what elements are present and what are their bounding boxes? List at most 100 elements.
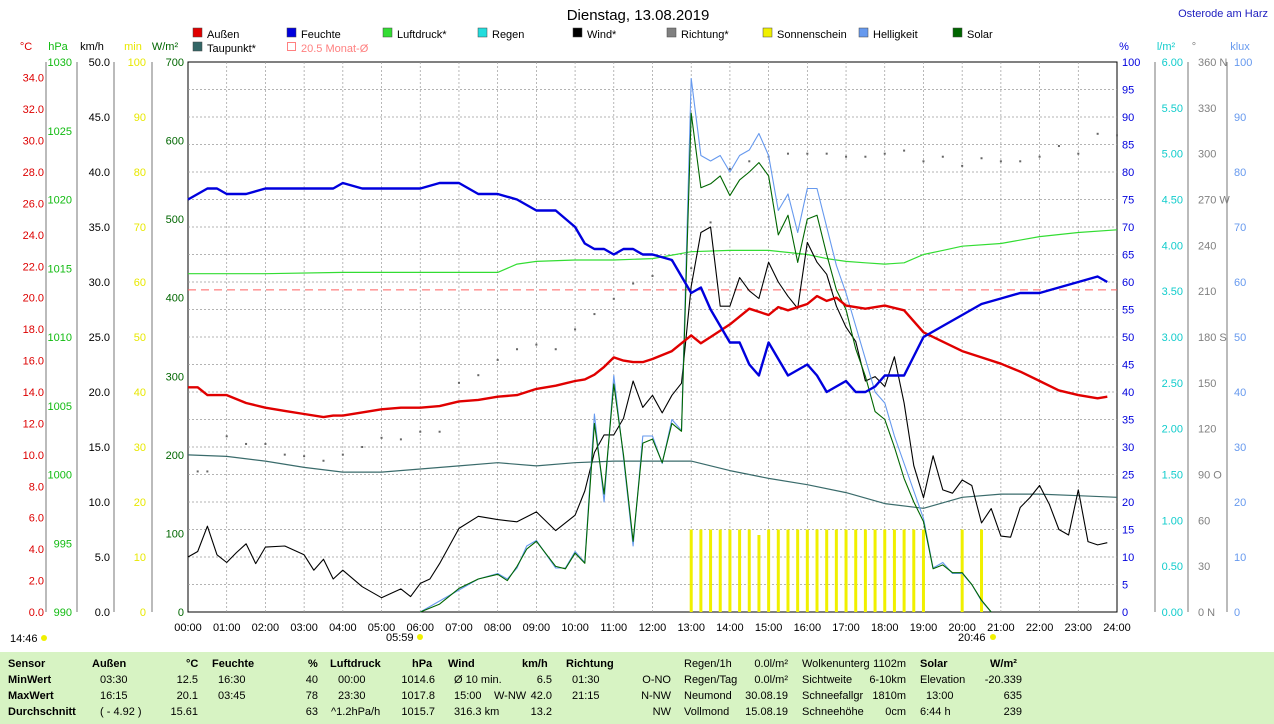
legend-swatch [192, 27, 203, 38]
stats-neumond: 30.08.19 [745, 690, 788, 702]
stats-vollmond-label: Vollmond [684, 706, 730, 718]
direction-dot [651, 274, 654, 277]
axis-tick-left: 20.0 [89, 387, 110, 399]
legend-label: Luftdruck* [397, 29, 447, 41]
humidity-line [187, 181, 1108, 394]
stats-solar-avg: 239 [1003, 706, 1022, 718]
axis-tick-right: 40 [1234, 387, 1246, 399]
direction-dot [457, 381, 460, 384]
chart-title: Dienstag, 13.08.2019 [567, 7, 710, 24]
direction-dot [245, 442, 248, 445]
stats-max-label: MaxWert [8, 690, 54, 702]
weather-chart: Dienstag, 13.08.2019 Osterode am Harz Auße… [10, 7, 1268, 645]
sunrise-label: 05:59 [386, 632, 414, 644]
axis-tick-left: 40 [134, 387, 146, 399]
axis-tick-left: 995 [54, 538, 72, 550]
stats-feuchte-min: 40 [305, 674, 318, 686]
legend-swatch [762, 27, 773, 38]
legend-label: Außen [207, 29, 239, 41]
axis-tick-left: 1015 [48, 263, 72, 275]
axis-tick-right: 10 [1122, 552, 1134, 564]
axis-tick-left: 100 [128, 57, 146, 69]
wind-line [187, 226, 1108, 599]
direction-dot [845, 155, 848, 158]
x-tick-label: 01:00 [213, 622, 241, 634]
stats-wind-avg10-label: Ø 10 min. [454, 674, 502, 686]
current-time-label: 14:46 [10, 633, 38, 645]
legend-swatch [286, 27, 297, 38]
stats-luftdruck-header: Luftdruck [330, 658, 381, 670]
axis-tick-right: 30 [1234, 442, 1246, 454]
stats-richtung-max-time: 21:15 [572, 690, 600, 702]
direction-dot [593, 313, 596, 316]
axis-tick-left: 990 [54, 607, 72, 619]
stats-feuchte-max: 78 [305, 690, 318, 702]
stats-solar-header: Solar [920, 658, 948, 670]
direction-dot [283, 453, 286, 456]
axis-tick-left: 26.0 [23, 198, 44, 210]
x-tick-label: 18:00 [871, 622, 899, 634]
solar-line [420, 112, 992, 613]
stats-feuchte-min-time: 16:30 [218, 674, 246, 686]
stats-sichtweite-label: Sichtweite [802, 674, 853, 686]
axis-tick-right: 55 [1122, 305, 1134, 317]
axis-tick-left: 30.0 [23, 136, 44, 148]
stats-luftdruck-unit: hPa [412, 658, 433, 670]
legend-swatch [666, 27, 677, 38]
axis-tick-left: 30.0 [89, 277, 110, 289]
legend-label: Solar [967, 29, 993, 41]
legend-swatch [858, 27, 869, 38]
direction-dot [1057, 145, 1060, 148]
axis-tick-left: 200 [166, 450, 184, 462]
x-tick-label: 00:00 [174, 622, 202, 634]
axis-tick-left: 80 [134, 167, 146, 179]
stats-wind-avg10: 6.5 [536, 674, 552, 686]
axis-tick-right: 3.00 [1162, 332, 1183, 344]
stats-luftdruck-max: 1017.8 [401, 690, 435, 702]
direction-dot [535, 343, 538, 346]
x-tick-label: 08:00 [484, 622, 512, 634]
axis-tick-right: 85 [1122, 140, 1134, 152]
axis-tick-left: 25.0 [89, 332, 110, 344]
stats-solar-max-time: 13:00 [926, 690, 954, 702]
stats-aussen-min-time: 03:30 [100, 674, 128, 686]
axis-tick-left: 1005 [48, 401, 72, 413]
stats-aussen-avg: 15.61 [170, 706, 198, 718]
x-tick-label: 04:00 [329, 622, 357, 634]
axis-tick-right: 150 [1198, 378, 1216, 390]
axis-tick-right: 95 [1122, 85, 1134, 97]
legend-label: Sonnenschein [777, 29, 847, 41]
axis-tick-right: 360 N [1198, 57, 1227, 69]
legend-swatch [382, 27, 393, 38]
temperature-line [188, 294, 1108, 419]
direction-dot [225, 435, 228, 438]
axis-tick-left: 500 [166, 214, 184, 226]
axis-tick-right: 20 [1234, 497, 1246, 509]
stats-richtung-min-time: 01:30 [572, 674, 600, 686]
stats-regen1h: 0.0l/m² [754, 658, 788, 670]
axis-unit-left: hPa [48, 41, 68, 53]
axis-tick-left: 34.0 [23, 73, 44, 85]
direction-dot [728, 167, 731, 170]
direction-dot [748, 160, 751, 163]
direction-dot [980, 157, 983, 160]
axis-tick-right: 15 [1122, 525, 1134, 537]
x-tick-label: 10:00 [561, 622, 589, 634]
axis-tick-left: 22.0 [23, 261, 44, 273]
axis-tick-left: 16.0 [23, 356, 44, 368]
axis-tick-right: 30 [1122, 442, 1134, 454]
brightness-line [420, 77, 992, 613]
direction-dot [612, 297, 615, 300]
stats-schneefall: 1810m [872, 690, 906, 702]
stats-richtung-min: O-NO [642, 674, 671, 686]
direction-dot [864, 155, 867, 158]
stats-aussen-unit: °C [186, 658, 199, 670]
direction-dot [903, 149, 906, 152]
legend-label: Regen [492, 29, 524, 41]
axis-tick-left: 32.0 [23, 104, 44, 116]
x-tick-label: 02:00 [252, 622, 280, 634]
axis-tick-left: 600 [166, 136, 184, 148]
direction-dot [516, 348, 519, 351]
axis-tick-right: 90 [1234, 112, 1246, 124]
direction-dot [961, 164, 964, 167]
